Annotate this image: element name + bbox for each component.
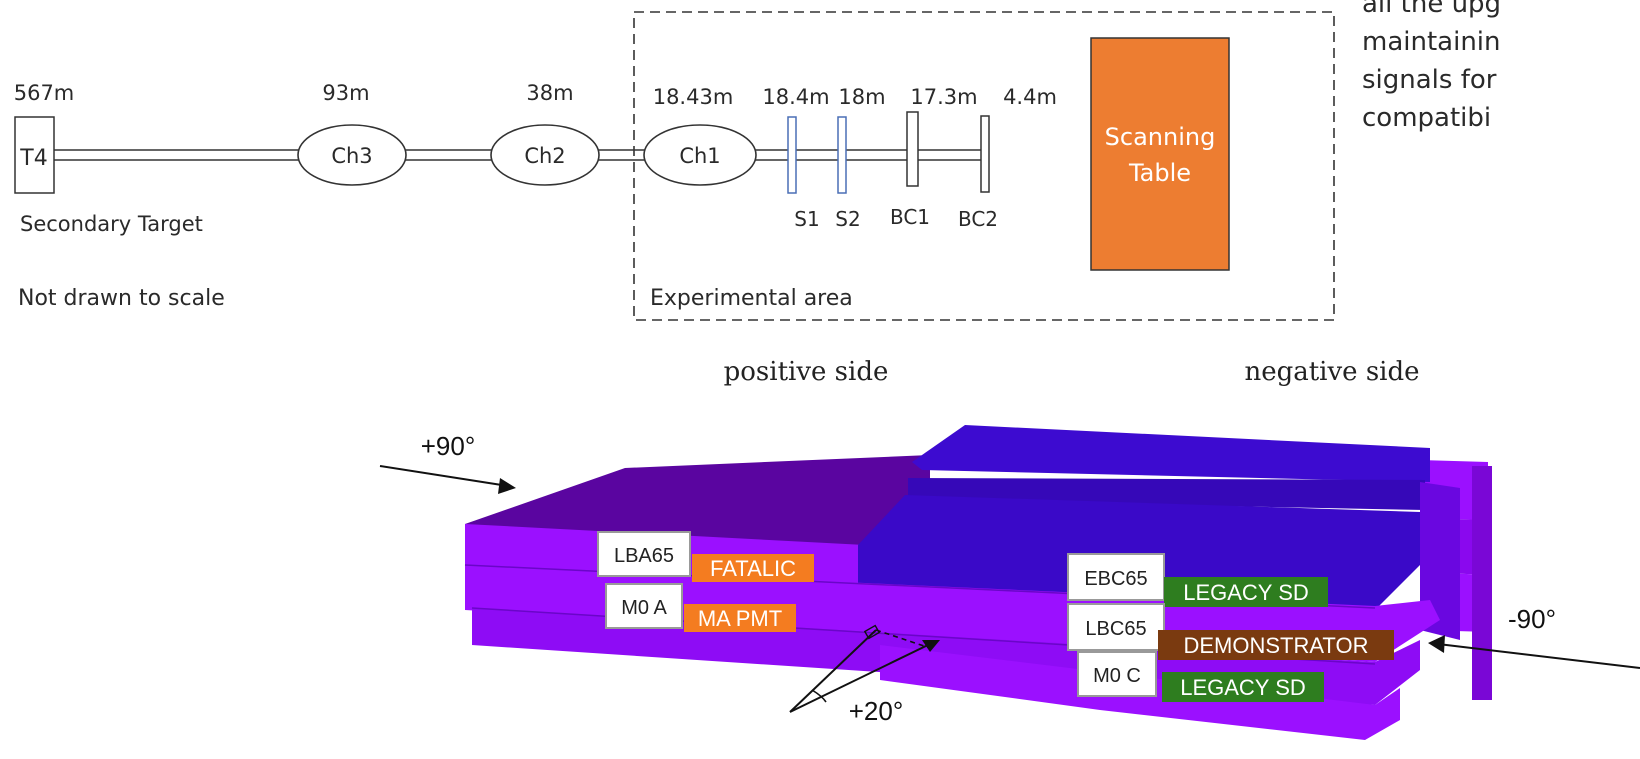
module-lbc65-tag: DEMONSTRATOR xyxy=(1184,633,1369,658)
negative-side-label: negative side xyxy=(1244,357,1419,387)
scanning-table-label-line1: Scanning xyxy=(1105,123,1216,151)
counter-bc2-label: BC2 xyxy=(958,207,998,231)
beam-arrow-plus90 xyxy=(379,465,516,494)
chamber-ch1 xyxy=(643,124,757,186)
module-lbc65-tag-bg xyxy=(1158,630,1394,660)
module-lbc65-id: LBC65 xyxy=(1085,618,1146,640)
scanning-table xyxy=(1090,37,1230,271)
distance-18-4m: 18.4m xyxy=(762,85,829,109)
distance-17-3m: 17.3m xyxy=(910,85,977,109)
angle-plus90-label: +90° xyxy=(421,431,476,461)
distance-18m: 18m xyxy=(838,85,885,109)
counter-s2 xyxy=(837,116,847,194)
beam-arrow-plus20 xyxy=(789,624,940,713)
module-m0a-tag: MA PMT xyxy=(698,606,782,631)
module-m0c-box xyxy=(1077,651,1157,697)
target-t4-label: T4 xyxy=(19,146,47,171)
side-text-line4: compatibi xyxy=(1362,103,1491,133)
counter-s1 xyxy=(787,116,797,194)
module-ebc65-tag: LEGACY SD xyxy=(1183,580,1309,605)
distance-4-4m: 4.4m xyxy=(1003,85,1057,109)
distance-18-43m: 18.43m xyxy=(653,85,734,109)
module-m0a-id: M0 A xyxy=(621,597,667,619)
secondary-target-caption: Secondary Target xyxy=(20,212,203,236)
module-m0c-tag-bg xyxy=(1162,672,1324,702)
beam-arrow-minus90 xyxy=(1428,635,1640,669)
target-t4-box xyxy=(14,116,55,194)
beamline-schematic: T4 Ch3 Ch2 Ch1 S1 S2 BC1 BC2 567m 93m 38… xyxy=(14,0,1501,321)
module-m0a: M0 A MA PMT xyxy=(605,583,796,632)
module-lba65-id: LBA65 xyxy=(614,545,674,567)
module-lba65-box xyxy=(597,531,691,577)
module-m0c-id: M0 C xyxy=(1093,665,1141,687)
counter-bc2 xyxy=(980,115,990,193)
module-lbc65: LBC65 DEMONSTRATOR xyxy=(1067,603,1394,660)
module-lbc65-box xyxy=(1067,603,1165,651)
experimental-area-box xyxy=(633,11,1335,321)
angle-plus20-label: +20° xyxy=(849,696,904,726)
side-text-line1: all the upg xyxy=(1362,0,1501,19)
module-ebc65-tag-bg xyxy=(1164,577,1328,607)
module-m0c-tag: LEGACY SD xyxy=(1180,675,1306,700)
side-text-line2: maintainin xyxy=(1362,27,1501,57)
module-ebc65: EBC65 LEGACY SD xyxy=(1067,553,1328,607)
chamber-ch1-label: Ch1 xyxy=(679,144,720,168)
module-ebc65-id: EBC65 xyxy=(1084,568,1147,590)
module-lba65-tag-bg xyxy=(692,554,814,582)
scanning-table-label-line2: Table xyxy=(1128,159,1191,187)
chamber-ch2-label: Ch2 xyxy=(524,144,565,168)
blue-block-top1 xyxy=(912,425,1430,482)
detector-3d: positive side negative side LBA65 FATALI… xyxy=(379,357,1640,740)
experimental-area-caption: Experimental area xyxy=(650,286,853,311)
counter-s1-label: S1 xyxy=(794,207,819,231)
counter-bc1 xyxy=(906,111,919,187)
chamber-ch3-label: Ch3 xyxy=(331,144,372,168)
angle-minus90-label: -90° xyxy=(1508,604,1556,634)
side-text-line3: signals for xyxy=(1362,65,1497,95)
distance-38m: 38m xyxy=(526,81,573,105)
counter-s2-label: S2 xyxy=(835,207,860,231)
module-lba65-tag: FATALIC xyxy=(710,556,796,581)
not-to-scale-caption: Not drawn to scale xyxy=(18,286,225,311)
positive-side-label: positive side xyxy=(724,357,889,387)
counter-bc1-label: BC1 xyxy=(890,205,930,229)
distance-93m: 93m xyxy=(322,81,369,105)
module-m0c: M0 C LEGACY SD xyxy=(1077,651,1324,702)
module-m0a-box xyxy=(605,583,683,629)
chamber-ch2 xyxy=(490,124,600,186)
distance-567m: 567m xyxy=(14,81,75,105)
module-lba65: LBA65 FATALIC xyxy=(597,531,814,582)
chamber-ch3 xyxy=(297,124,407,186)
module-m0a-tag-bg xyxy=(684,604,796,632)
